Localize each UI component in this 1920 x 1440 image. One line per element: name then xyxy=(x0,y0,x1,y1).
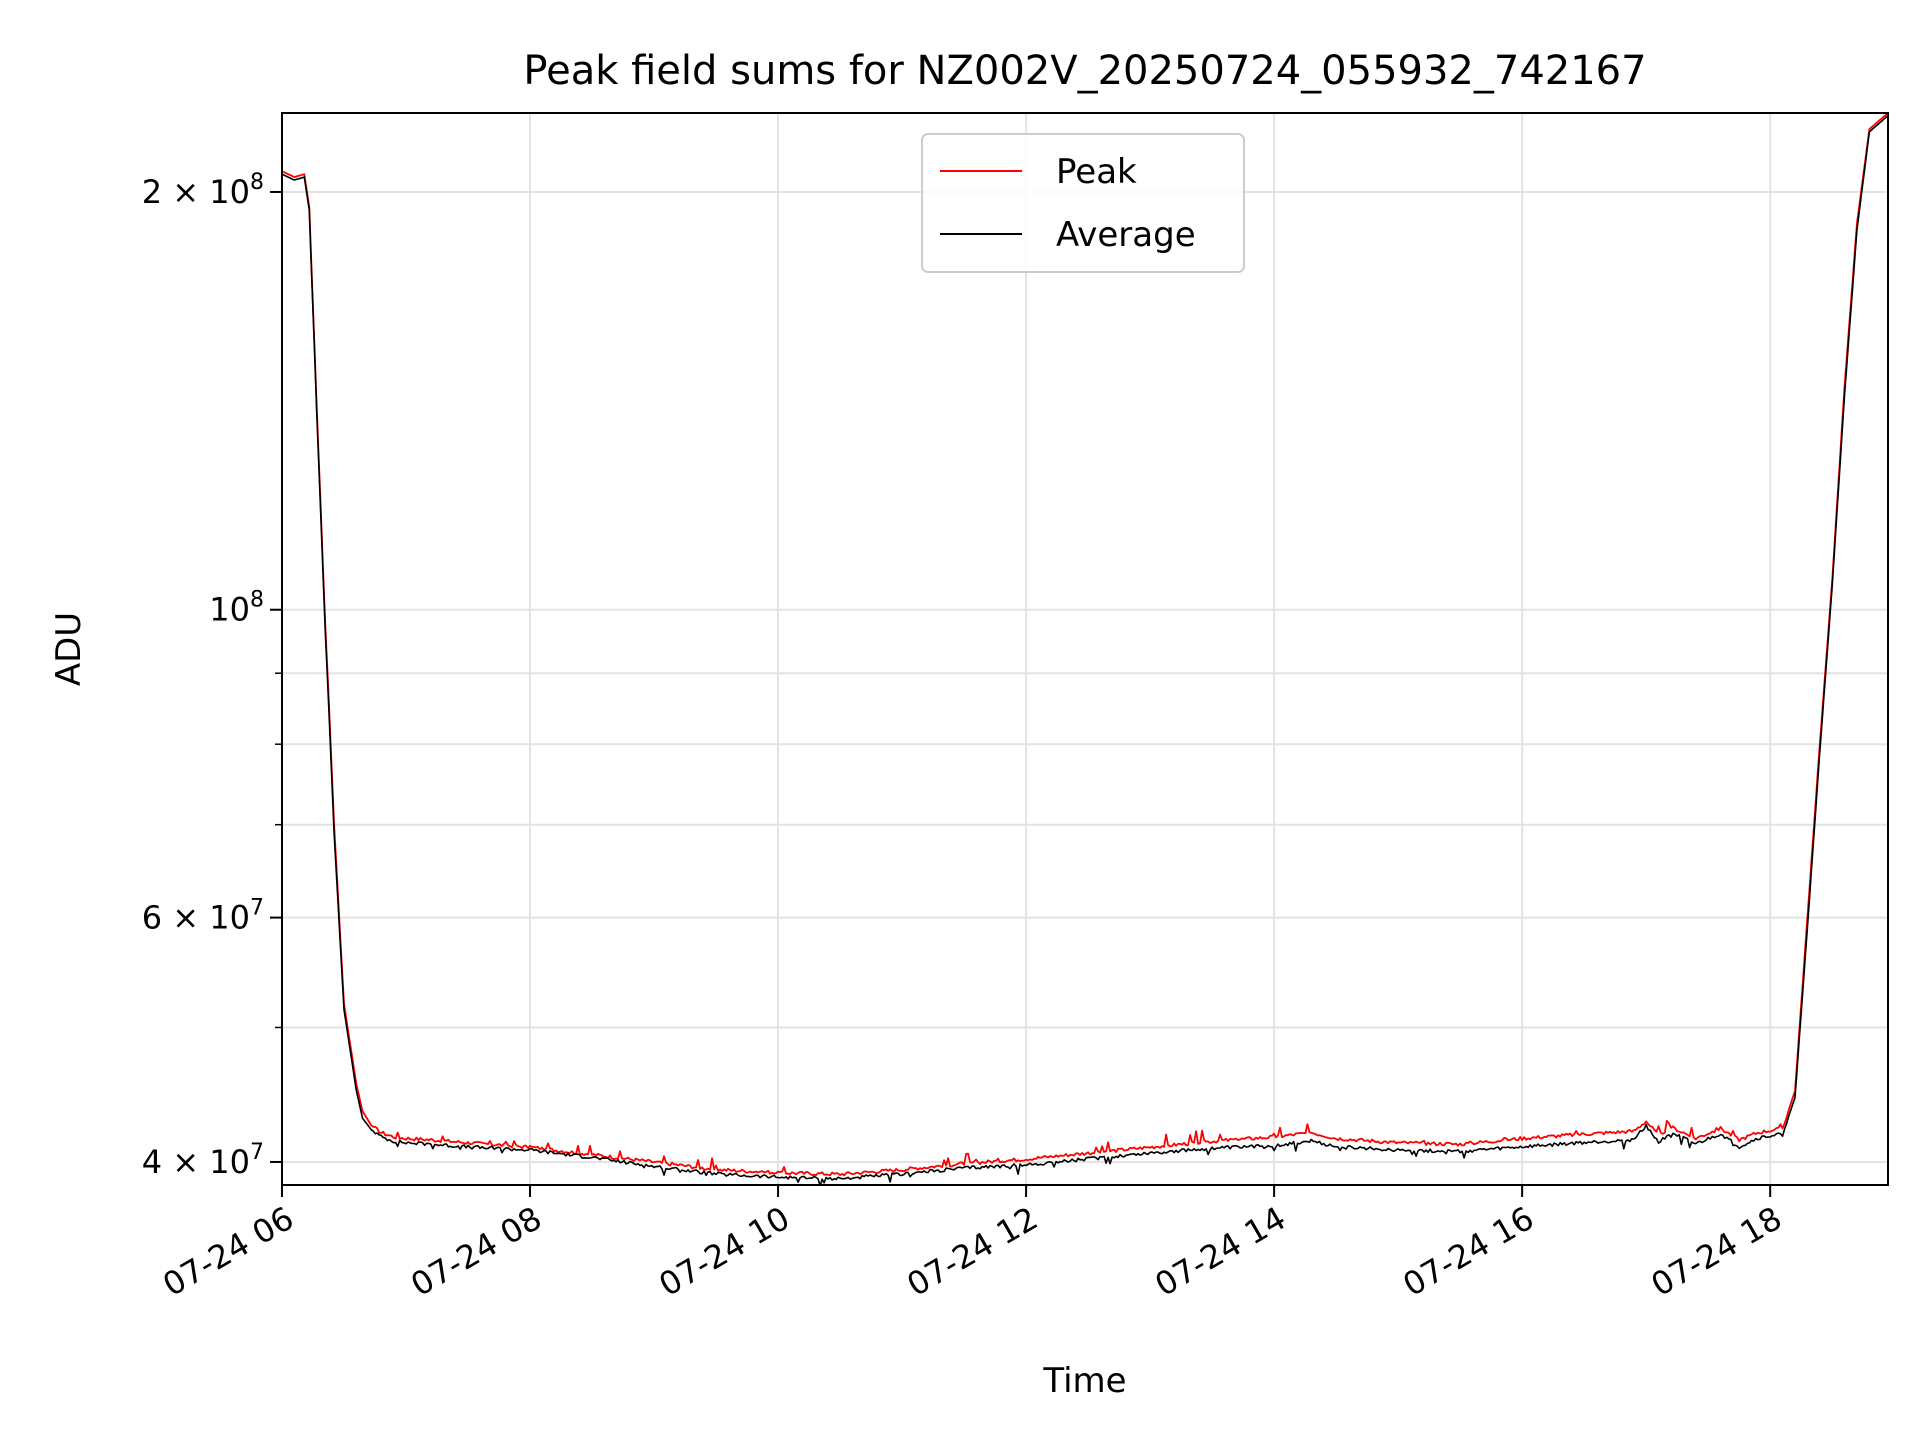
y-tick-label: 2 × 108 xyxy=(142,170,264,211)
series-line-peak xyxy=(282,113,1888,1177)
y-tick-label: 6 × 107 xyxy=(142,896,264,937)
chart-title: Peak field sums for NZ002V_20250724_0559… xyxy=(523,48,1646,94)
y-tick-label: 4 × 107 xyxy=(142,1140,264,1181)
series-line-average xyxy=(282,114,1888,1185)
y-axis-label: ADU xyxy=(49,612,89,686)
y-tick-label: 108 xyxy=(209,588,264,629)
legend-label-average: Average xyxy=(1056,215,1196,255)
legend: Peak Average xyxy=(921,133,1245,273)
series-group xyxy=(282,113,1888,1185)
legend-label-peak: Peak xyxy=(1056,152,1137,192)
x-axis-label: Time xyxy=(1042,1361,1126,1401)
plot-frame xyxy=(281,112,1889,1186)
legend-box xyxy=(921,133,1245,273)
